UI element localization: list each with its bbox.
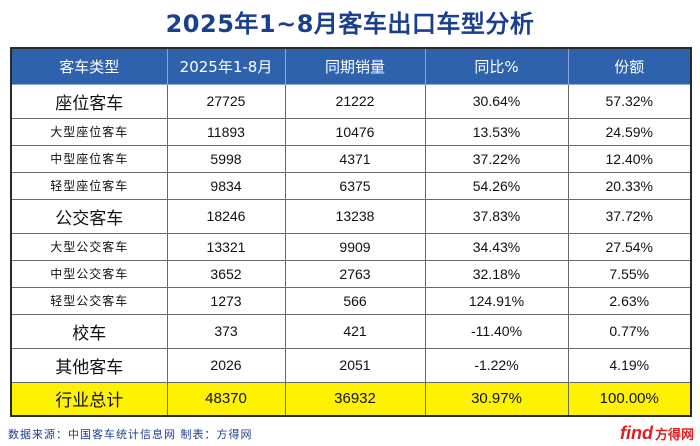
table-row: 其他客车 2026 2051 -1.22% 4.19% — [10, 347, 692, 383]
cell-2025: 2026 — [166, 347, 286, 383]
cell-share: 57.32% — [567, 83, 692, 119]
cell-prev: 6375 — [284, 171, 426, 200]
header-yoy: 同比% — [424, 47, 569, 85]
cell-share: 7.55% — [567, 259, 692, 288]
cell-2025: 48370 — [166, 381, 286, 417]
watermark-text: 方得网 — [654, 427, 694, 443]
cell-2025: 13321 — [166, 232, 286, 261]
watermark-logo: find — [619, 422, 653, 443]
cell-prev: 36932 — [284, 381, 426, 417]
cell-yoy: 124.91% — [424, 286, 569, 315]
cell-yoy: 54.26% — [424, 171, 569, 200]
cell-prev: 2051 — [284, 347, 426, 383]
cell-yoy: 30.64% — [424, 83, 569, 119]
cell-prev: 566 — [284, 286, 426, 315]
cell-prev: 9909 — [284, 232, 426, 261]
watermark: find 方得网 — [620, 422, 694, 444]
cell-prev: 4371 — [284, 144, 426, 173]
cell-prev: 10476 — [284, 117, 426, 146]
page-title: 2025年1~8月客车出口车型分析 — [165, 10, 535, 38]
cell-category: 座位客车 — [10, 83, 168, 119]
table-row: 大型座位客车 11893 10476 13.53% 24.59% — [10, 117, 692, 146]
cell-prev: 421 — [284, 313, 426, 349]
cell-2025: 1273 — [166, 286, 286, 315]
table-row: 大型公交客车 13321 9909 34.43% 27.54% — [10, 232, 692, 261]
cell-yoy: 13.53% — [424, 117, 569, 146]
export-table: 客车类型 2025年1-8月 同期销量 同比% 份额 座位客车 27725 21… — [10, 47, 692, 417]
cell-share: 20.33% — [567, 171, 692, 200]
table-row: 校车 373 421 -11.40% 0.77% — [10, 313, 692, 349]
cell-share: 12.40% — [567, 144, 692, 173]
cell-2025: 3652 — [166, 259, 286, 288]
cell-yoy: 32.18% — [424, 259, 569, 288]
cell-yoy: 34.43% — [424, 232, 569, 261]
header-2025-jan-aug: 2025年1-8月 — [166, 47, 286, 85]
table-row: 中型公交客车 3652 2763 32.18% 7.55% — [10, 259, 692, 288]
cell-yoy: -11.40% — [424, 313, 569, 349]
cell-share: 2.63% — [567, 286, 692, 315]
cell-category: 大型公交客车 — [10, 232, 168, 261]
header-same-period: 同期销量 — [284, 47, 426, 85]
cell-yoy: 30.97% — [424, 381, 569, 417]
table-row: 座位客车 27725 21222 30.64% 57.32% — [10, 83, 692, 119]
cell-yoy: 37.22% — [424, 144, 569, 173]
table-header-row: 客车类型 2025年1-8月 同期销量 同比% 份额 — [10, 47, 692, 85]
cell-category: 轻型座位客车 — [10, 171, 168, 200]
cell-prev: 2763 — [284, 259, 426, 288]
header-share: 份额 — [567, 47, 692, 85]
cell-prev: 21222 — [284, 83, 426, 119]
cell-share: 37.72% — [567, 198, 692, 234]
cell-2025: 27725 — [166, 83, 286, 119]
data-source-note: 数据来源：中国客车统计信息网 制表：方得网 — [8, 428, 253, 441]
cell-yoy: -1.22% — [424, 347, 569, 383]
cell-category: 中型座位客车 — [10, 144, 168, 173]
cell-share: 24.59% — [567, 117, 692, 146]
cell-2025: 11893 — [166, 117, 286, 146]
cell-category: 其他客车 — [10, 347, 168, 383]
cell-2025: 18246 — [166, 198, 286, 234]
cell-yoy: 37.83% — [424, 198, 569, 234]
cell-share: 4.19% — [567, 347, 692, 383]
table-row: 轻型座位客车 9834 6375 54.26% 20.33% — [10, 171, 692, 200]
cell-prev: 13238 — [284, 198, 426, 234]
cell-category: 中型公交客车 — [10, 259, 168, 288]
cell-category: 大型座位客车 — [10, 117, 168, 146]
cell-share: 100.00% — [567, 381, 692, 417]
cell-2025: 373 — [166, 313, 286, 349]
table-row-total: 行业总计 48370 36932 30.97% 100.00% — [10, 381, 692, 417]
cell-category: 校车 — [10, 313, 168, 349]
cell-share: 0.77% — [567, 313, 692, 349]
table-row: 轻型公交客车 1273 566 124.91% 2.63% — [10, 286, 692, 315]
table-row: 中型座位客车 5998 4371 37.22% 12.40% — [10, 144, 692, 173]
table-row: 公交客车 18246 13238 37.83% 37.72% — [10, 198, 692, 234]
cell-2025: 9834 — [166, 171, 286, 200]
cell-category: 行业总计 — [10, 381, 168, 417]
header-bus-type: 客车类型 — [10, 47, 168, 85]
cell-share: 27.54% — [567, 232, 692, 261]
cell-2025: 5998 — [166, 144, 286, 173]
cell-category: 轻型公交客车 — [10, 286, 168, 315]
cell-category: 公交客车 — [10, 198, 168, 234]
